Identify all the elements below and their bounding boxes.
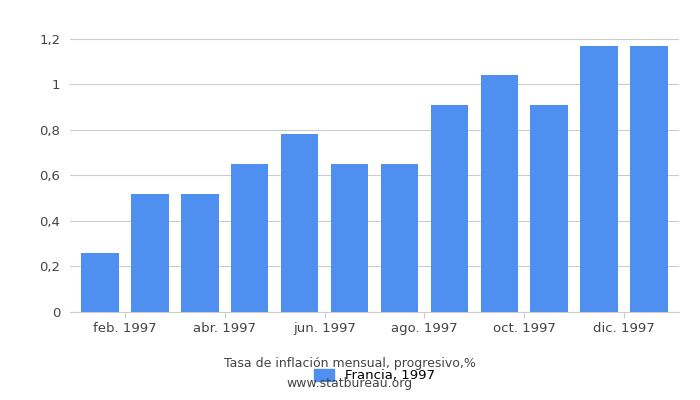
Bar [231, 164, 268, 312]
Bar [430, 105, 468, 312]
Bar [331, 164, 368, 312]
Bar [131, 194, 169, 312]
Bar [630, 46, 668, 312]
Text: www.statbureau.org: www.statbureau.org [287, 378, 413, 390]
Bar [580, 46, 618, 312]
Bar [531, 105, 568, 312]
Bar [481, 75, 518, 312]
Bar [181, 194, 218, 312]
Legend: Francia, 1997: Francia, 1997 [314, 369, 435, 382]
Bar [81, 253, 119, 312]
Bar [281, 134, 318, 312]
Bar [381, 164, 418, 312]
Text: Tasa de inflación mensual, progresivo,%: Tasa de inflación mensual, progresivo,% [224, 358, 476, 370]
